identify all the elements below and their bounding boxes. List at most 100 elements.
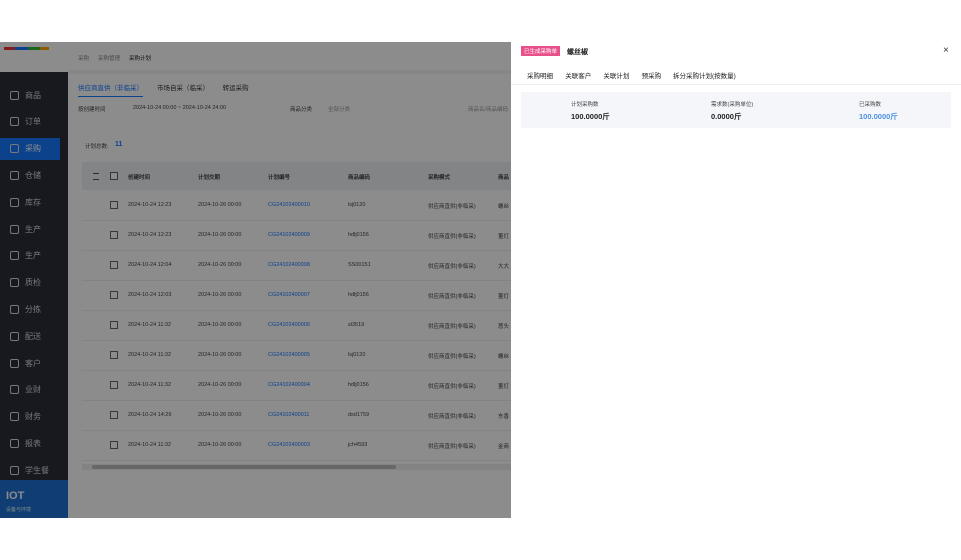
menu-item[interactable]: 订单	[0, 111, 60, 133]
row-checkbox[interactable]	[110, 291, 118, 299]
cell: 供应商直供(非临采)	[428, 204, 476, 210]
row-checkbox[interactable]	[110, 381, 118, 389]
menu-icon	[10, 197, 19, 207]
stat-value: 100.0000斤	[859, 112, 898, 121]
row-checkbox[interactable]	[110, 231, 118, 239]
breadcrumb-item[interactable]: 采购	[78, 56, 90, 62]
settings-icon[interactable]	[93, 173, 99, 180]
menu-label: 客户	[25, 358, 41, 368]
cell: SS00151	[348, 262, 371, 268]
tab[interactable]: 供应商直供（非临采）	[78, 82, 143, 97]
scrollbar[interactable]	[82, 464, 511, 470]
column-header: 商品编码	[348, 175, 371, 181]
menu-item[interactable]: 配送	[0, 325, 60, 347]
row-checkbox[interactable]	[110, 351, 118, 359]
table-row	[82, 310, 511, 341]
menu-item[interactable]: 商品	[0, 84, 60, 106]
cell: 供应商直供(非临采)	[428, 384, 476, 390]
cell[interactable]: CG24102400004	[268, 382, 310, 388]
menu-item[interactable]: 学生餐	[0, 459, 60, 481]
table-row	[82, 430, 511, 461]
menu-item[interactable]: 库存	[0, 191, 60, 213]
cell: 金商	[498, 444, 510, 450]
drawer-tab[interactable]: 拆分采购计划(按数量)	[673, 73, 736, 80]
cell[interactable]: CG24102400005	[268, 352, 310, 358]
menu-item[interactable]: 业财	[0, 379, 60, 401]
menu-item[interactable]: 财务	[0, 406, 60, 428]
cell: 2024-10-26 00:00	[198, 322, 242, 328]
cell: 2024-10-26 00:00	[198, 262, 242, 268]
menu-item[interactable]: 分拣	[0, 298, 60, 320]
breadcrumb-item[interactable]: 采购管理	[98, 56, 121, 62]
stat-value: 100.0000斤	[571, 112, 610, 121]
drawer-tab[interactable]: 关联客户	[565, 73, 592, 80]
drawer-title: 螺丝椒	[567, 49, 588, 56]
menu-item[interactable]: 采购	[0, 137, 60, 160]
time-type[interactable]: 按创建时间	[78, 107, 106, 113]
breadcrumb: 采购 采购管理 采购计划	[78, 54, 151, 62]
row-checkbox[interactable]	[110, 411, 118, 419]
row-checkbox[interactable]	[110, 261, 118, 269]
row-checkbox[interactable]	[110, 201, 118, 209]
menu-icon	[10, 385, 19, 395]
menu-item[interactable]: 客户	[0, 352, 60, 374]
menu-label: 采购	[25, 144, 41, 154]
menu-label: 报表	[25, 438, 41, 448]
row-checkbox[interactable]	[110, 321, 118, 329]
table-row	[82, 190, 511, 221]
cell: 2024-10-24 14:29	[128, 412, 172, 418]
stat-label: 计划采购数	[571, 102, 599, 108]
menu-icon	[10, 90, 19, 100]
cell: 供应商直供(非临采)	[428, 444, 476, 450]
cell: 2024-10-26 00:00	[198, 202, 242, 208]
cell[interactable]: CG24102400011	[268, 412, 310, 418]
menu-item[interactable]: 报表	[0, 432, 60, 454]
menu-label: 库存	[25, 197, 41, 207]
table-row	[82, 220, 511, 251]
cell: 葱头	[498, 324, 510, 330]
cell: 2024-10-26 00:00	[198, 232, 242, 238]
table-header	[82, 162, 511, 190]
tab[interactable]: 转运采购	[222, 85, 249, 92]
table-row	[82, 340, 511, 371]
cell: 董灯	[498, 384, 510, 390]
overlay[interactable]	[0, 42, 511, 518]
content: 按创建时间 2024-10-24 00:00 ~ 2024-10-24 24:0…	[68, 98, 511, 518]
column-header: 商品	[498, 175, 510, 181]
cell[interactable]: CG24102400006	[268, 322, 310, 328]
count-value: 11	[115, 141, 123, 148]
close-button[interactable]: ×	[943, 45, 949, 56]
cell: hdlj0156	[348, 232, 369, 238]
menu-item[interactable]: 质检	[0, 272, 60, 294]
row-checkbox[interactable]	[110, 441, 118, 449]
date-range[interactable]: 2024-10-24 00:00 ~ 2024-10-24 24:00	[133, 105, 227, 111]
stat-value: 0.0000斤	[711, 112, 742, 121]
drawer-tabs: 采购明细 关联客户 关联计划 预采购 拆分采购计划(按数量)	[511, 64, 961, 85]
iot-title: IOT	[6, 490, 25, 502]
table-row	[82, 370, 511, 401]
cell[interactable]: CG24102400009	[268, 232, 310, 238]
cell[interactable]: CG24102400003	[268, 442, 310, 448]
cell[interactable]: CG24102400010	[268, 202, 310, 208]
cell: lsj0120	[348, 202, 366, 208]
cell: lsj0120	[348, 352, 366, 358]
menu-icon	[10, 224, 19, 234]
scroll-thumb[interactable]	[92, 465, 396, 469]
search-input[interactable]: 商品名/商品编码	[468, 107, 509, 113]
cell[interactable]: CG24102400008	[268, 262, 310, 268]
header-checkbox[interactable]	[110, 172, 118, 180]
cell[interactable]: CG24102400007	[268, 292, 310, 298]
drawer-tab[interactable]: 采购明细	[527, 73, 553, 80]
menu-item[interactable]: 生产	[0, 218, 60, 240]
tab[interactable]: 市场自采（临采）	[157, 85, 209, 92]
category-select[interactable]: 全部分类	[328, 107, 351, 113]
cell: 2024-10-24 11:32	[128, 352, 172, 358]
cell: 董灯	[498, 234, 510, 240]
menu-label: 业财	[25, 385, 41, 395]
drawer-tab[interactable]: 关联计划	[603, 73, 630, 80]
menu-item[interactable]: 生产	[0, 245, 60, 267]
menu-item[interactable]: 仓储	[0, 164, 60, 186]
iot-panel[interactable]: IOT 设备与环境	[0, 480, 68, 518]
drawer-tab[interactable]: 预采购	[641, 73, 662, 80]
cell: sl3519	[348, 322, 365, 328]
